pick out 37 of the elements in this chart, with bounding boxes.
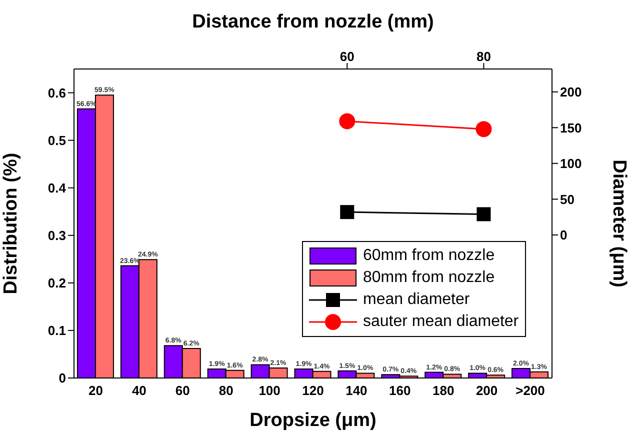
x-tick-label: 180	[432, 383, 454, 398]
x-tick-label: 80	[476, 49, 491, 64]
x-tick-label: 200	[476, 383, 498, 398]
point	[340, 205, 354, 220]
y2-tick-label: 200	[560, 84, 582, 100]
x-tick-label: 40	[132, 383, 146, 398]
y-tick-label: 0	[58, 370, 66, 386]
point	[476, 207, 491, 222]
y-tick-label: 0.6	[48, 85, 66, 100]
x-tick-label: >200	[516, 383, 545, 398]
x-axis-title: Dropsize (μm)	[250, 410, 376, 431]
x-tick-label: 100	[258, 383, 280, 398]
point	[476, 121, 492, 138]
legend-label: 60mm from nozzle	[363, 247, 495, 265]
y-tick-label: 0.5	[48, 132, 66, 148]
y-tick-label: 0.1	[48, 323, 66, 338]
x-tick-label: 60	[175, 383, 190, 398]
y-tick-label: 0.3	[48, 228, 66, 243]
legend-label: sauter mean diameter	[363, 313, 519, 331]
legend-label: mean diameter	[363, 291, 470, 309]
y-tick-label: 0.4	[48, 180, 67, 196]
x-axis-title: Distance from nozzle (mm)	[192, 11, 434, 32]
y2-tick-label: 100	[560, 156, 582, 172]
y2-axis-title: Diameter (μm)	[608, 160, 630, 288]
y-tick-label: 0.2	[48, 276, 66, 291]
y-axis-title: Distribution (%)	[0, 152, 22, 294]
x-tick-label: 20	[88, 383, 103, 398]
x-tick-label: 140	[346, 383, 368, 398]
x-tick-label: 60	[340, 49, 354, 64]
point	[339, 113, 356, 130]
y2-tick-label: 0	[560, 228, 568, 243]
x-tick-label: 120	[302, 383, 324, 398]
x-tick-label: 80	[218, 383, 234, 398]
y2-tick-label: 50	[560, 192, 574, 207]
legend-label: 80mm from nozzle	[363, 269, 495, 287]
y2-tick-label: 150	[560, 120, 582, 136]
x-tick-label: 160	[389, 383, 411, 398]
